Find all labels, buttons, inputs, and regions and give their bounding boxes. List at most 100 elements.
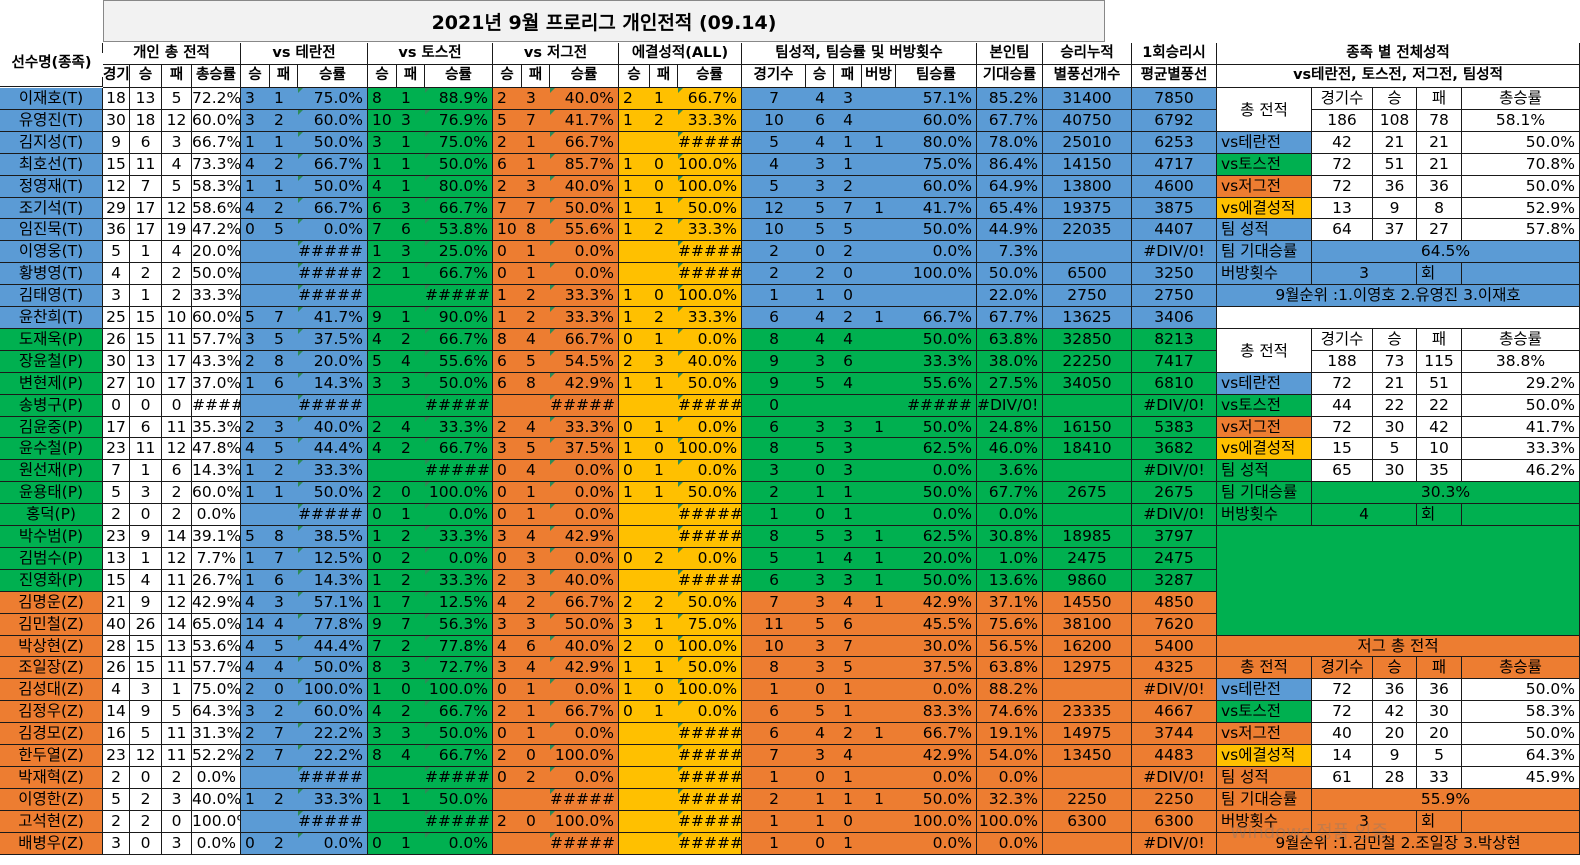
player-name[interactable]: 조기석(T) (0, 198, 103, 219)
vt-cell[interactable]: 1 (270, 132, 298, 154)
ace-cell[interactable]: 100.0% (678, 285, 742, 307)
ace-cell[interactable]: 1 (650, 373, 678, 395)
vp-cell[interactable]: 66.7% (425, 438, 493, 460)
team-cell[interactable]: 2 (742, 789, 806, 811)
team-cell[interactable]: 100.0% (896, 263, 977, 285)
vz-cell[interactable]: 1 (522, 241, 550, 263)
avg-balloon-cell[interactable]: 6810 (1132, 373, 1217, 395)
vp-cell[interactable]: 9 (368, 614, 397, 636)
vt-cell[interactable]: 8 (270, 526, 298, 548)
player-name[interactable]: 김정우(Z) (0, 701, 103, 723)
team-cell[interactable]: 3 (806, 592, 834, 614)
subheader[interactable]: 승 (493, 65, 522, 88)
summary-total-value[interactable]: 186 (1312, 110, 1373, 132)
vz-cell[interactable]: 7 (493, 198, 522, 219)
vt-cell[interactable]: 1 (241, 789, 270, 811)
total-cell[interactable]: 30 (103, 351, 130, 373)
vt-cell[interactable]: 3 (241, 88, 270, 110)
summary-row-value[interactable]: 50.0% (1462, 679, 1580, 701)
total-cell[interactable]: 60.0% (192, 307, 241, 329)
vz-cell[interactable]: 0 (493, 767, 522, 789)
vp-cell[interactable]: 53.8% (425, 219, 493, 241)
total-cell[interactable]: 0 (103, 395, 130, 417)
total-cell[interactable]: 12 (162, 198, 192, 219)
ace-cell[interactable]: 1 (619, 219, 650, 241)
team-cell[interactable]: 0 (806, 833, 834, 855)
ace-cell[interactable]: 0 (650, 636, 678, 657)
vt-cell[interactable] (270, 767, 298, 789)
vt-cell[interactable]: 44.4% (298, 636, 368, 657)
vz-cell[interactable]: 2 (493, 811, 522, 833)
summary-row-value[interactable]: 36 (1417, 679, 1462, 701)
total-cell[interactable]: 23 (103, 526, 130, 548)
vp-cell[interactable] (368, 460, 397, 482)
vt-cell[interactable]: 4 (241, 636, 270, 657)
vp-cell[interactable]: 7 (368, 219, 397, 241)
summary-row-label[interactable]: vs저그전 (1217, 723, 1312, 745)
vp-cell[interactable]: 7 (397, 614, 425, 636)
summary-bb-fill[interactable] (1462, 811, 1580, 833)
vp-cell[interactable]: 7 (397, 592, 425, 614)
expected-cell[interactable]: 44.9% (977, 219, 1043, 241)
total-cell[interactable]: 75.0% (192, 679, 241, 701)
summary-row-value[interactable]: 20 (1373, 723, 1417, 745)
ace-cell[interactable] (619, 789, 650, 811)
summary-row-value[interactable]: 21 (1417, 154, 1462, 176)
vt-cell[interactable]: 4 (241, 438, 270, 460)
vp-cell[interactable]: 33.3% (425, 417, 493, 438)
vp-cell[interactable]: 2 (368, 482, 397, 504)
vz-cell[interactable]: 1 (522, 679, 550, 701)
expected-cell[interactable]: 63.8% (977, 657, 1043, 679)
vz-cell[interactable]: 37.5% (550, 438, 619, 460)
expected-cell[interactable]: 27.5% (977, 373, 1043, 395)
vt-cell[interactable]: 0.0% (298, 219, 368, 241)
avg-balloon-cell[interactable]: 4850 (1132, 592, 1217, 614)
vp-cell[interactable]: 1 (397, 154, 425, 176)
team-cell[interactable]: 50.0% (896, 219, 977, 241)
vp-cell[interactable]: 0.0% (425, 548, 493, 570)
total-cell[interactable]: 0 (130, 504, 162, 526)
vz-cell[interactable]: 2 (522, 307, 550, 329)
vt-cell[interactable]: ##### (298, 767, 368, 789)
summary-col-header[interactable]: 경기수 (1312, 88, 1373, 110)
summary-total-value[interactable]: 108 (1373, 110, 1417, 132)
total-cell[interactable]: 4 (103, 263, 130, 285)
vz-cell[interactable] (522, 395, 550, 417)
ace-cell[interactable]: ##### (678, 767, 742, 789)
team-cell[interactable]: 3 (806, 657, 834, 679)
summary-row-value[interactable]: 40 (1312, 723, 1373, 745)
expected-cell[interactable]: 54.0% (977, 745, 1043, 767)
team-cell[interactable]: 50.0% (896, 570, 977, 592)
vz-cell[interactable]: 7 (522, 198, 550, 219)
vz-cell[interactable]: ##### (550, 833, 619, 855)
vt-cell[interactable]: 3 (241, 329, 270, 351)
total-cell[interactable]: 47.2% (192, 219, 241, 241)
vp-cell[interactable]: 55.6% (425, 351, 493, 373)
team-cell[interactable] (862, 636, 896, 657)
vz-cell[interactable]: 100.0% (550, 811, 619, 833)
vt-cell[interactable]: 38.5% (298, 526, 368, 548)
player-name[interactable]: 윤찬희(T) (0, 307, 103, 329)
avg-balloon-cell[interactable]: 7620 (1132, 614, 1217, 636)
team-cell[interactable]: 1 (834, 132, 862, 154)
total-cell[interactable]: 40 (103, 614, 130, 636)
ace-cell[interactable]: 33.3% (678, 307, 742, 329)
subheader[interactable]: 평균별풍선 (1132, 65, 1217, 88)
player-name[interactable]: 박수범(P) (0, 526, 103, 548)
total-cell[interactable]: 1 (130, 460, 162, 482)
ace-cell[interactable] (650, 241, 678, 263)
expected-cell[interactable]: 32.3% (977, 789, 1043, 811)
total-cell[interactable]: 58.6% (192, 198, 241, 219)
vt-cell[interactable] (241, 811, 270, 833)
vt-cell[interactable] (270, 241, 298, 263)
vz-cell[interactable]: 40.0% (550, 570, 619, 592)
team-cell[interactable]: 60.0% (896, 176, 977, 198)
subheader[interactable]: 별풍선개수 (1043, 65, 1132, 88)
ace-cell[interactable]: 0.0% (678, 460, 742, 482)
balloon-cell[interactable]: 19375 (1043, 198, 1132, 219)
ace-cell[interactable]: 0 (619, 548, 650, 570)
summary-row-value[interactable]: 51 (1417, 373, 1462, 395)
total-cell[interactable]: 3 (162, 132, 192, 154)
balloon-cell[interactable]: 9860 (1043, 570, 1132, 592)
total-cell[interactable]: 3 (103, 833, 130, 855)
